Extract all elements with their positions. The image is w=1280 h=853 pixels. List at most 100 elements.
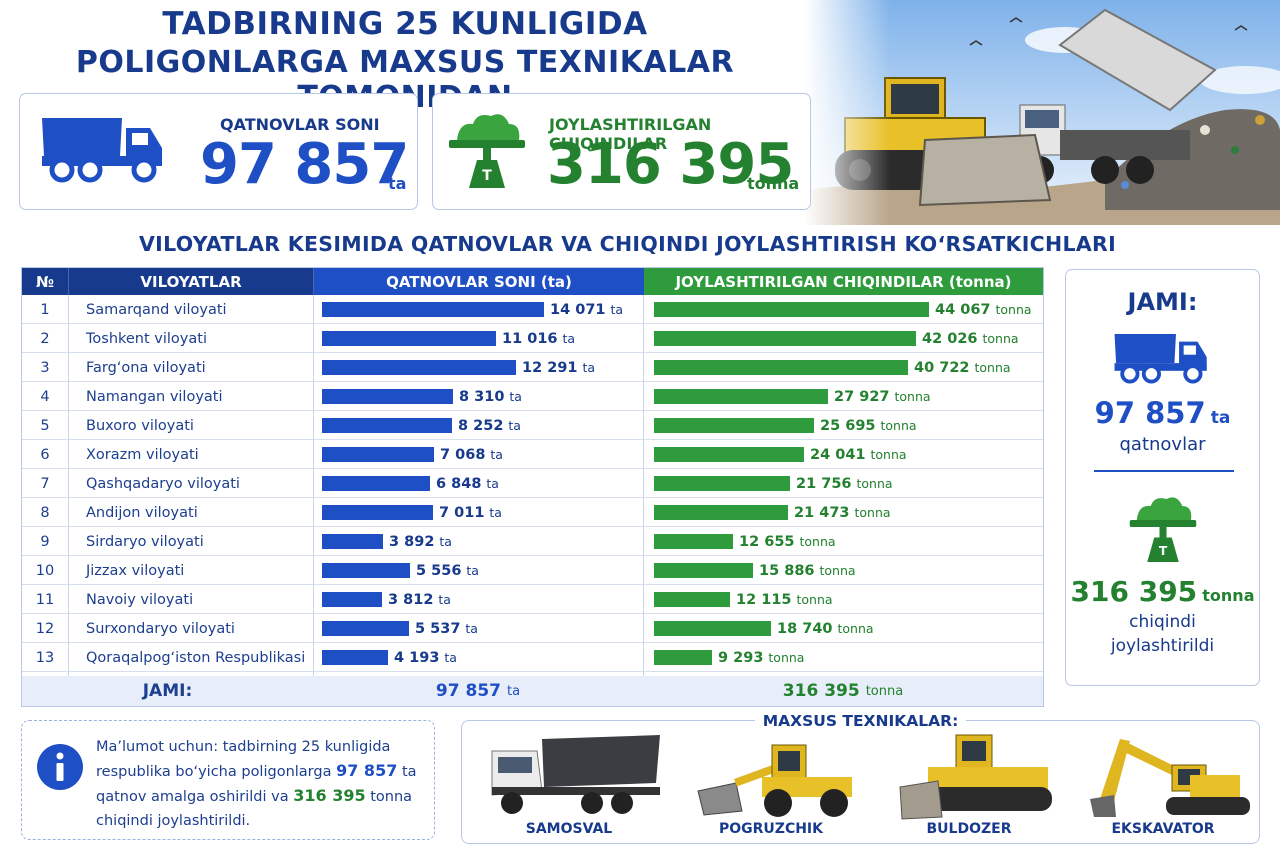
waste-value: 24 041 xyxy=(810,446,866,463)
info-text-part: tonna xyxy=(370,789,413,805)
row-region-name: Xorazm viloyati xyxy=(86,446,199,463)
machine-ekskavator: EKSKAVATOR xyxy=(1068,729,1258,841)
trips-unit: ta xyxy=(562,331,576,346)
info-text-part: qatnov amalga oshirildi va xyxy=(96,789,289,805)
waste-value: 44 067 xyxy=(935,301,991,318)
trips-value: 7 068 xyxy=(440,446,486,463)
waste-data-label: 44 067 tonna xyxy=(935,295,1032,324)
waste-bar xyxy=(654,621,771,636)
trips-bar xyxy=(322,505,433,520)
kpi-waste-label: JOYLASHTIRILGAN CHIQINDILAR xyxy=(549,115,712,153)
waste-unit: tonna xyxy=(974,360,1011,375)
waste-bar xyxy=(654,447,804,462)
row-number: 13 xyxy=(35,649,55,666)
table-row: 10 Jizzax viloyati 5 556 ta 15 886 tonna xyxy=(22,556,1043,585)
row-number: 11 xyxy=(35,591,55,608)
summary-divider xyxy=(1094,470,1234,472)
waste-unit: tonna xyxy=(894,389,931,404)
table-total-row: JAMI: 97 857 ta 316 395 tonna xyxy=(22,676,1043,706)
info-text-part: respublika bo‘yicha poligonlarga xyxy=(96,764,332,780)
waste-bar xyxy=(654,650,712,665)
trips-value: 5 537 xyxy=(415,620,461,637)
table-row: 2 Toshkent viloyati 11 016 ta 42 026 tonna xyxy=(22,324,1043,353)
page-title-line-1: TADBIRNING 25 KUNLIGIDA xyxy=(162,6,648,42)
kpi-trips-card: QATNOVLAR SONI 97 857 ta xyxy=(19,93,418,210)
row-number: 10 xyxy=(35,562,55,579)
waste-value: 9 293 xyxy=(718,649,764,666)
waste-unit: tonna xyxy=(796,592,833,607)
kpi-waste-card: T JOYLASHTIRILGAN CHIQINDILAR 316 395 to… xyxy=(432,93,811,210)
waste-value: 25 695 xyxy=(820,417,876,434)
trips-bar xyxy=(322,331,496,346)
row-number: 5 xyxy=(40,417,50,434)
waste-data-label: 21 473 tonna xyxy=(794,498,891,527)
waste-unit: tonna xyxy=(856,476,893,491)
trips-unit: ta xyxy=(508,418,521,433)
table-row: 13 Qoraqalpog‘iston Respublikasi 4 193 ta 9 … xyxy=(22,643,1043,672)
row-region-name: Farg‘ona viloyati xyxy=(86,359,206,376)
info-line-1: Ma’lumot uchun: tadbirning 25 kunligida xyxy=(96,739,391,755)
table-row: 1 Samarqand viloyati 14 071 ta 44 067 tonna xyxy=(22,295,1043,324)
row-region-name: Navoiy viloyati xyxy=(86,591,194,608)
table-row: 9 Sirdaryo viloyati 3 892 ta 12 655 tonna xyxy=(22,527,1043,556)
bulldozer-icon xyxy=(899,734,1052,820)
trips-bar xyxy=(322,534,383,549)
dump-truck-icon xyxy=(42,118,162,183)
summary-waste-value: 316 395 xyxy=(1070,575,1198,608)
trips-data-label: 4 193 ta xyxy=(394,643,457,672)
machine-buldozer: BULDOZER xyxy=(874,729,1064,841)
waste-data-label: 9 293 tonna xyxy=(718,643,804,672)
kpi-trips-value: 97 857 xyxy=(200,132,409,197)
dump-truck-icon xyxy=(491,735,660,814)
info-text: Ma’lumot uchun: tadbirning 25 kunligida … xyxy=(96,735,426,833)
trips-unit: ta xyxy=(439,534,452,549)
waste-data-label: 12 655 tonna xyxy=(739,527,836,556)
trips-value: 3 892 xyxy=(389,533,435,550)
trips-value: 8 310 xyxy=(459,388,505,405)
row-number: 2 xyxy=(40,330,50,347)
trips-unit: ta xyxy=(489,505,502,520)
trips-data-label: 5 537 ta xyxy=(415,614,478,643)
trips-data-label: 3 892 ta xyxy=(389,527,452,556)
trips-data-label: 11 016 ta xyxy=(502,324,575,353)
trips-unit: ta xyxy=(582,360,596,375)
machines-title: MAXSUS TEXNIKALAR: xyxy=(462,711,1259,730)
row-region-name: Andijon viloyati xyxy=(86,504,198,521)
waste-bar xyxy=(654,331,916,346)
info-line-2: respublika bo‘yicha poligonlarga 97 857 … xyxy=(96,759,426,784)
row-region-name: Toshkent viloyati xyxy=(86,330,207,347)
waste-bar xyxy=(654,476,790,491)
info-box: Ma’lumot uchun: tadbirning 25 kunligida … xyxy=(21,720,435,840)
trips-data-label: 6 848 ta xyxy=(436,469,499,498)
machine-name: BULDOZER xyxy=(926,821,1012,837)
trips-value: 14 071 xyxy=(550,301,606,318)
row-region-name: Qoraqalpog‘iston Respublikasi xyxy=(86,649,306,666)
waste-value: 12 655 xyxy=(739,533,795,550)
machine-pogruzchik: POGRUZCHIK xyxy=(676,729,866,841)
row-region-name: Namangan viloyati xyxy=(86,388,223,405)
machine-samosval: SAMOSVAL xyxy=(474,729,664,841)
table-row: 12 Surxondaryo viloyati 5 537 ta 18 740 tonna xyxy=(22,614,1043,643)
waste-data-label: 12 115 tonna xyxy=(736,585,833,614)
waste-value: 21 756 xyxy=(796,475,852,492)
trips-unit: ta xyxy=(466,563,479,578)
landfill-scene-illustration xyxy=(805,0,1280,225)
table-row: 7 Qashqadaryo viloyati 6 848 ta 21 756 tonna xyxy=(22,469,1043,498)
waste-unit: tonna xyxy=(870,447,907,462)
total-waste-unit: tonna xyxy=(865,683,904,699)
waste-value: 42 026 xyxy=(922,330,978,347)
waste-data-label: 21 756 tonna xyxy=(796,469,893,498)
trips-bar xyxy=(322,447,434,462)
col-header-number: № xyxy=(22,268,68,295)
summary-panel: JAMI: 97 857 ta qatnovlar T 316 395 tonn… xyxy=(1065,269,1260,686)
row-region-name: Surxondaryo viloyati xyxy=(86,620,235,637)
waste-value: 15 886 xyxy=(759,562,815,579)
waste-bar xyxy=(654,418,814,433)
kpi-trips-label: QATNOVLAR SONI xyxy=(220,115,380,134)
trips-unit: ta xyxy=(465,621,478,636)
trips-data-label: 14 071 ta xyxy=(550,295,623,324)
col-header-trips: QATNOVLAR SONI (ta) xyxy=(313,268,644,295)
trips-data-label: 12 291 ta xyxy=(522,353,595,382)
waste-scale-icon: T xyxy=(449,114,525,188)
svg-text:T: T xyxy=(482,168,492,184)
